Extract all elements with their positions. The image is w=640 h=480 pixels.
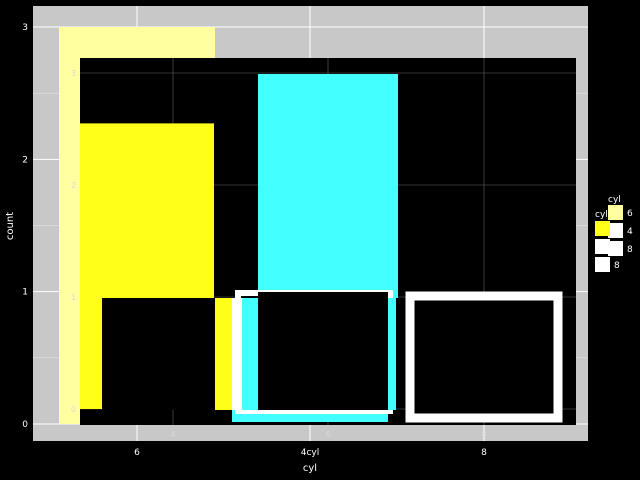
y-tick-label-b: 1 xyxy=(71,293,76,302)
x-tick-label-a: 4cyl xyxy=(301,448,320,458)
y-tick-label-a: 2 xyxy=(22,155,28,165)
legend-a-key xyxy=(608,223,623,238)
legend-b-label: 6 xyxy=(614,243,620,253)
x-tick-label-b: 8 xyxy=(481,430,486,439)
y-tick-label-b: 0 xyxy=(71,405,76,414)
bar-b-cyan-right-edge xyxy=(388,298,396,410)
y-tick-label-b: 3 xyxy=(71,69,76,78)
legend-b-key xyxy=(595,257,610,272)
x-tick-label-b: 6 xyxy=(325,430,330,439)
legend-a-key xyxy=(608,205,623,220)
x-tick-label-a: 6 xyxy=(134,448,140,458)
bar-b-cyan-stripe xyxy=(242,298,258,410)
bar-b-outline-4 xyxy=(102,298,215,410)
x-axis-title: cyl xyxy=(303,463,317,474)
bar-b-outline-8 xyxy=(405,291,563,423)
y-axis-title: count xyxy=(5,212,16,240)
bar-b-6-cyan-top xyxy=(258,74,398,298)
legend-b-title: cyl xyxy=(595,210,608,220)
legend-a-key xyxy=(608,241,623,256)
legend-a-title: cyl xyxy=(608,195,621,205)
x-tick-label-b: 4 xyxy=(170,430,175,439)
legend-a-label: 8 xyxy=(627,245,633,255)
legend-b-label: 8 xyxy=(614,261,620,271)
bar-b-4-yellow-extension xyxy=(214,298,232,410)
x-tick-label-a: 8 xyxy=(481,448,487,458)
bar-b-white-stripe xyxy=(232,298,242,410)
legend-b-key xyxy=(595,239,610,254)
bar-b-6-inner xyxy=(258,292,388,410)
legend-b-key xyxy=(595,221,610,236)
legend-a-label: 6 xyxy=(627,209,633,219)
y-tick-label-a: 1 xyxy=(22,288,28,298)
y-tick-label-a: 0 xyxy=(22,420,28,430)
legend-b-label: 4 xyxy=(614,225,620,235)
legend-a-label: 4 xyxy=(627,227,633,237)
y-tick-label-a: 3 xyxy=(22,23,28,33)
y-tick-label-b: 2 xyxy=(71,181,76,190)
